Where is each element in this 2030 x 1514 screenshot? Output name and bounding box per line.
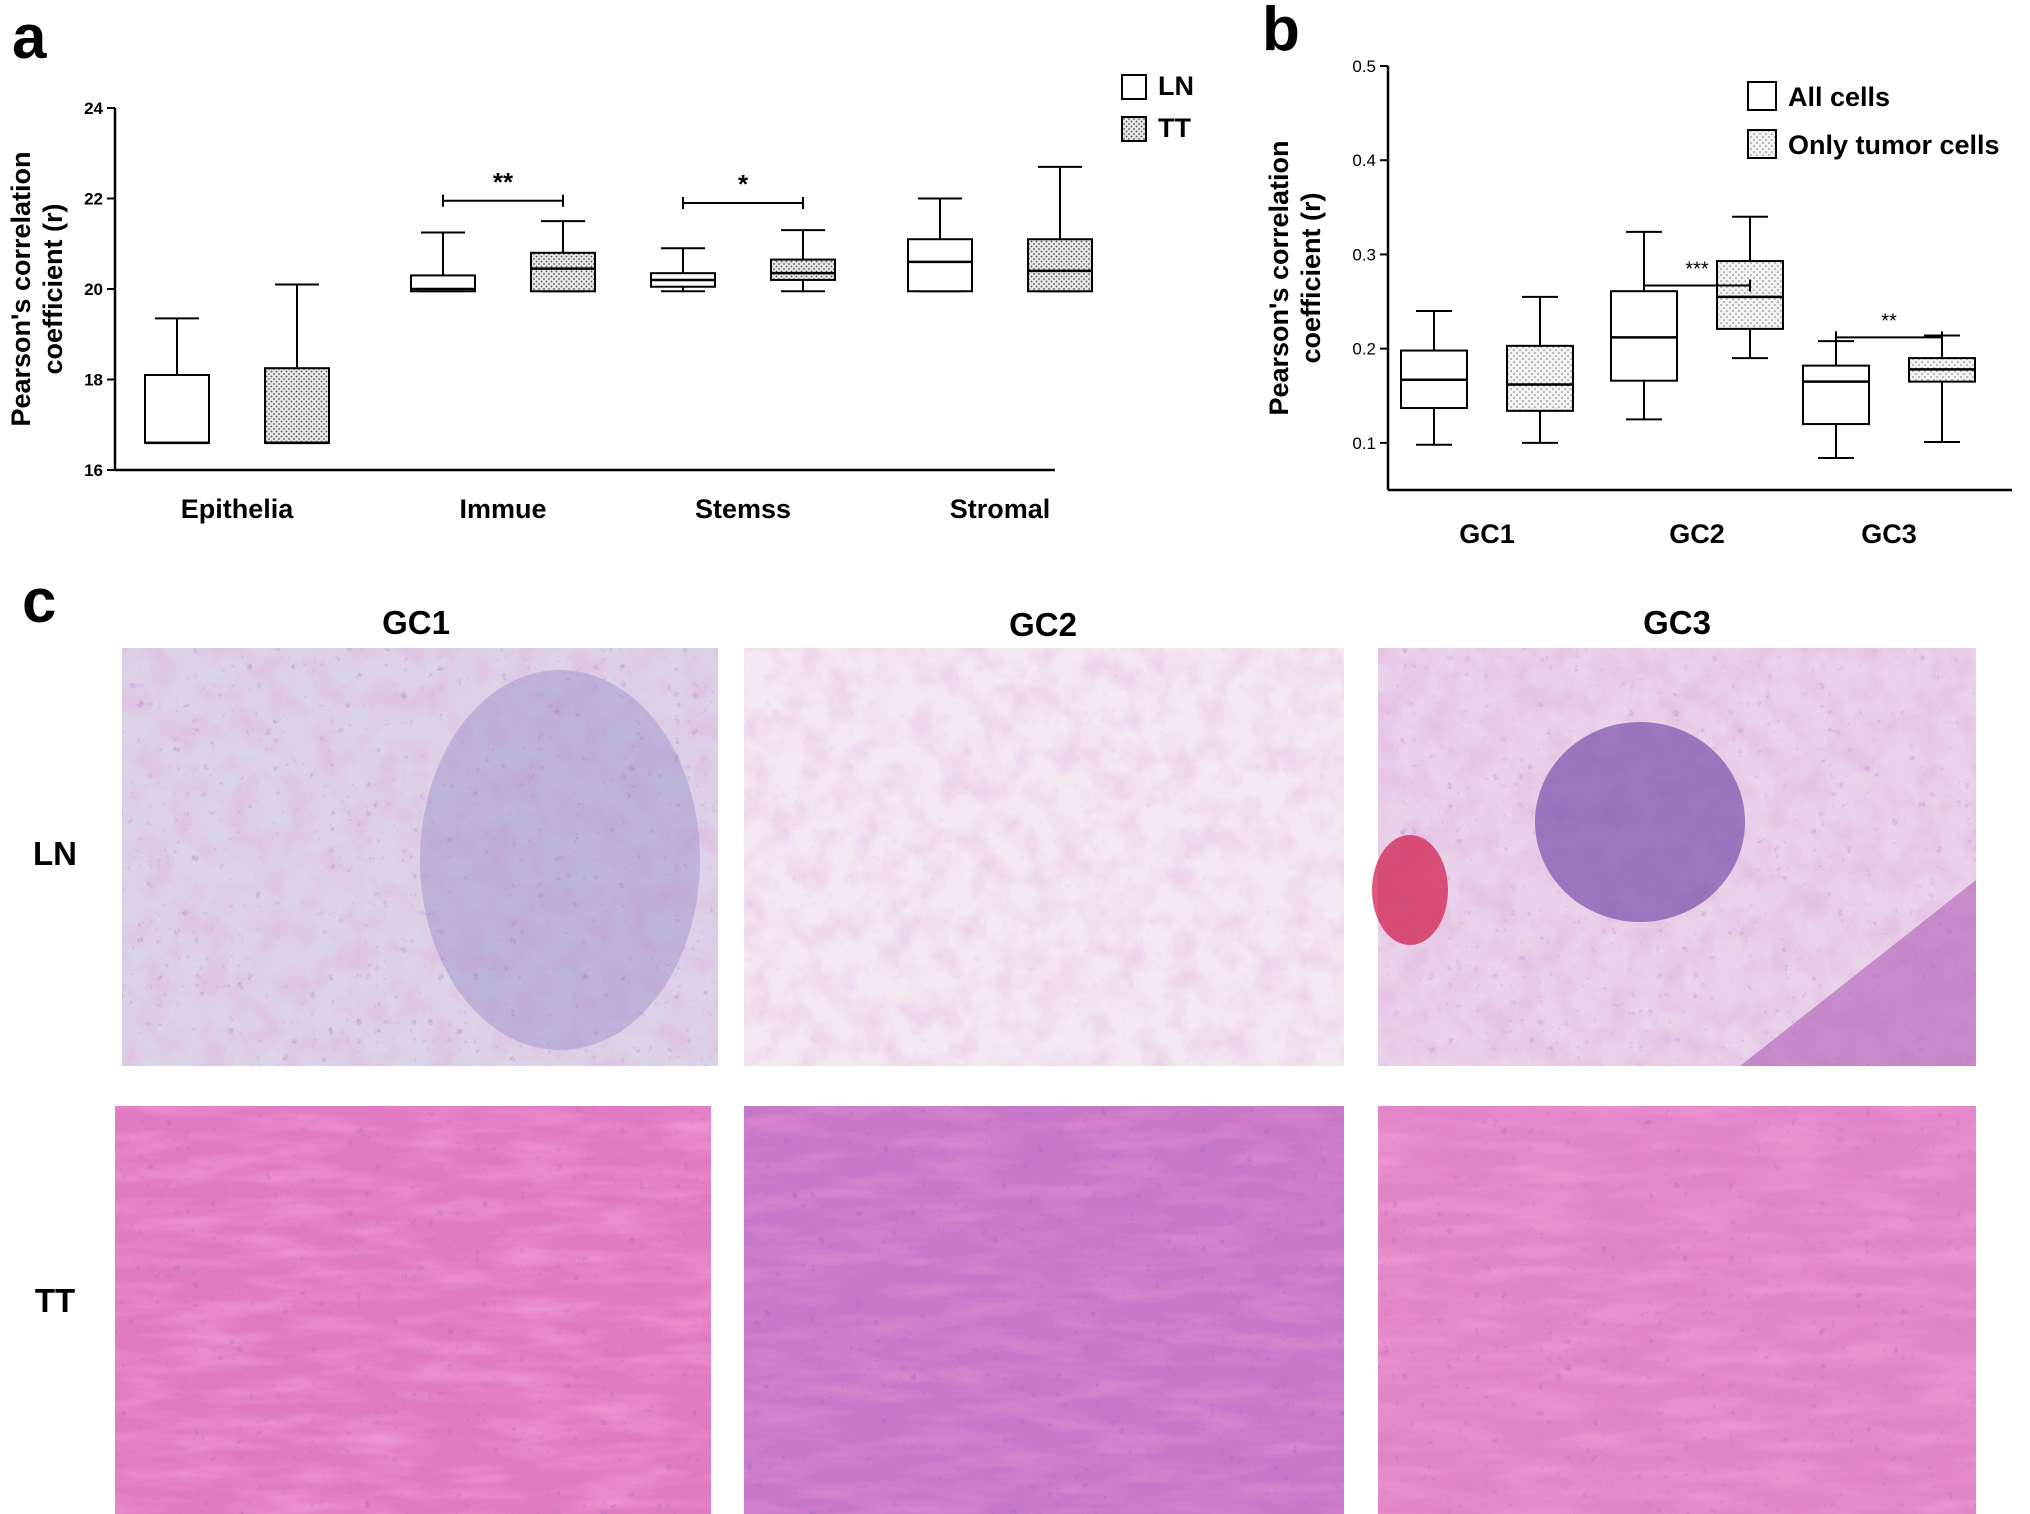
histology-image-gc1-tt	[115, 1106, 711, 1514]
legend-swatch	[1747, 129, 1777, 159]
histology-image-gc3-ln	[1372, 648, 1976, 1066]
y-axis-label: Pearson's correlation coefficient (r)	[1264, 140, 1326, 415]
y-axis-label-line1: Pearson's correlation	[6, 151, 36, 426]
x-category-label: Immue	[459, 494, 546, 524]
box-ln	[410, 274, 476, 293]
histology-row-label: TT	[35, 1282, 75, 1319]
chart-a: 16 18 20 22 24 Pearson's correlation coefficie…	[6, 71, 1194, 524]
y-tick-label: 0.3	[1352, 245, 1376, 264]
x-category-label: Epithelia	[181, 494, 295, 524]
box-tt	[1027, 238, 1093, 293]
x-category-label: Stromal	[950, 494, 1051, 524]
histology-image-gc3-tt	[1378, 1106, 1976, 1514]
x-category-label: GC2	[1669, 519, 1725, 549]
box-all-cells	[1610, 290, 1678, 382]
legend-swatch	[1121, 74, 1147, 100]
legend-label: Only tumor cells	[1788, 130, 2000, 160]
y-tick-label: 16	[84, 461, 103, 480]
x-category-label: GC1	[1459, 519, 1515, 549]
box-all-cells	[1802, 364, 1870, 426]
box-tt	[264, 367, 330, 444]
y-tick-label: 0.4	[1352, 151, 1376, 170]
panel-label-a: a	[12, 3, 47, 72]
histology-image-gc2-ln	[744, 648, 1344, 1066]
significance-label: ***	[1685, 259, 1709, 281]
x-category-label: Stemss	[695, 494, 791, 524]
box-only-tumor-cells	[1716, 260, 1784, 330]
legend-label: All cells	[1788, 82, 1890, 112]
histology-image-gc1-ln	[122, 648, 718, 1066]
y-tick-label: 0.5	[1352, 57, 1376, 76]
box-ln	[907, 238, 973, 293]
y-axis-label: Pearson's correlation coefficient (r)	[6, 151, 68, 426]
y-tick-label: 18	[84, 371, 103, 390]
y-axis-label-line2: coefficient (r)	[38, 203, 68, 374]
legend-swatch	[1121, 116, 1147, 142]
histology-column-title: GC2	[1009, 606, 1077, 643]
box-only-tumor-cells	[1506, 344, 1574, 412]
significance-label: **	[493, 167, 514, 197]
significance-label: *	[738, 169, 749, 199]
histology-row-label: LN	[33, 835, 77, 872]
legend-swatch	[1747, 81, 1777, 111]
legend-label: TT	[1158, 113, 1191, 143]
y-axis-label-line1: Pearson's correlation	[1264, 140, 1294, 415]
significance-label: **	[1881, 310, 1897, 332]
histology-image-gc2-tt	[744, 1106, 1344, 1514]
histology-column-title: GC3	[1643, 604, 1711, 641]
y-tick-label: 0.2	[1352, 340, 1376, 359]
y-axis-label-line2: coefficient (r)	[1296, 192, 1326, 363]
y-tick-label: 0.1	[1352, 434, 1376, 453]
box-tt	[770, 258, 836, 281]
panel-label-c: c	[22, 567, 56, 636]
y-tick-label: 24	[84, 99, 103, 118]
box-tt	[530, 251, 596, 293]
box-ln	[144, 373, 210, 444]
x-category-label: GC3	[1861, 519, 1917, 549]
panel-label-b: b	[1262, 0, 1300, 64]
legend-label: LN	[1158, 71, 1194, 101]
histology-column-title: GC1	[382, 604, 450, 641]
y-tick-label: 22	[84, 190, 103, 209]
chart-b: 0.1 0.2 0.3 0.4 0.5 Pearson's correlation coef…	[1264, 57, 2012, 549]
y-tick-label: 20	[84, 280, 103, 299]
